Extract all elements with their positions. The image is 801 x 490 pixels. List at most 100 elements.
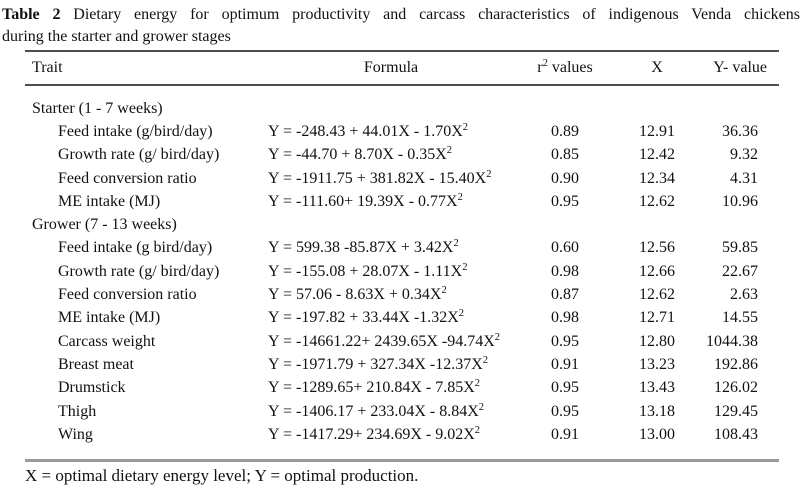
column-header-y: Y- value [706,51,779,86]
formula-superscript: 2 [462,261,468,273]
formula-cell: Y = -155.08 + 28.07X - 1.11X2 [260,260,522,283]
formula-cell: Y = -1911.75 + 381.82X - 15.40X2 [260,167,522,190]
r2-value-cell: 0.87 [551,286,579,304]
table-row: Feed conversion ratio Y = 57.06 - 8.63X … [25,283,779,306]
y-value-cell: 36.36 [722,122,758,140]
formula-cell: Y = 599.38 -85.87X + 3.42X2 [260,237,522,260]
x-value-cell: 13.23 [639,355,675,373]
trait-cell: Wing [58,425,93,443]
x-value-cell: 12.56 [639,239,675,257]
x-value-cell: 12.71 [639,309,675,327]
x-value-cell: 13.00 [639,425,675,443]
group-header-row: Starter (1 - 7 weeks) [25,97,779,120]
table-row: Wing Y = -1417.29+ 234.69X - 9.02X2 0.91… [25,423,779,446]
y-value-cell: 129.45 [714,402,758,420]
trait-cell: Breast meat [58,355,134,373]
table-header: Trait Formula r2 values X Y- value [25,51,779,86]
formula-text: Y = -44.70 + 8.70X - 0.35X [268,146,447,164]
table-row: Feed intake (g/bird/day) Y = -248.43 + 4… [25,120,779,143]
formula-cell: Y = -197.82 + 33.44X -1.32X2 [260,307,522,330]
r2-value-cell: 0.98 [551,262,579,280]
r2-superscript: 2 [542,58,548,69]
y-value-cell: 10.96 [722,192,758,210]
formula-superscript: 2 [462,121,469,133]
formula-text: Y = 57.06 - 8.63X + 0.34X [268,286,442,304]
formula-cell: Y = -248.43 + 44.01X - 1.70X2 [260,120,522,143]
column-header-trait: Trait [25,51,260,86]
x-value-cell [608,213,706,236]
r2-value-cell: 0.95 [551,192,579,210]
y-value-cell [706,213,779,236]
table-row: Carcass weight Y = -14661.22+ 2439.65X -… [25,330,779,353]
trait-cell: Starter (1 - 7 weeks) [32,99,163,117]
column-header-x: X [608,51,706,86]
caption-text: Dietary energy for optimum productivity … [60,6,801,23]
r2-value-cell: 0.91 [551,355,579,373]
formula-text: Y = -248.43 + 44.01X - 1.70X [268,122,463,140]
formula-cell: Y = -1406.17 + 233.04X - 8.84X2 [260,400,522,423]
formula-cell [260,97,522,120]
formula-superscript: 2 [458,308,465,320]
formula-text: Y = -111.60+ 19.39X - 0.77X [268,192,458,210]
x-value-cell: 12.66 [639,262,675,280]
r2-rest: values [547,59,593,76]
formula-text: Y = -155.08 + 28.07X - 1.11X [268,262,463,280]
x-value-cell: 12.42 [639,146,675,164]
trait-cell: Carcass weight [58,332,156,350]
formula-text: Y = 599.38 -85.87X + 3.42X [268,239,454,257]
formula-cell: Y = -1971.79 + 327.34X -12.37X2 [260,353,522,376]
r2-value-cell: 0.91 [551,425,579,443]
group-header-row: Grower (7 - 13 weeks) [25,213,779,236]
table-row: Breast meat Y = -1971.79 + 327.34X -12.3… [25,353,779,376]
r2-base: r [537,59,543,76]
y-value-cell: 22.67 [722,262,758,280]
trait-cell: Grower (7 - 13 weeks) [32,216,177,234]
formula-text: Y = -1911.75 + 381.82X - 15.40X [268,169,487,187]
r2-value-cell: 0.60 [551,239,579,257]
column-header-r2: r2 values [522,51,608,86]
formula-superscript: 2 [453,238,459,250]
formula-superscript: 2 [486,168,492,180]
formula-cell: Y = -14661.22+ 2439.65X -94.74X2 [260,330,522,353]
table-row: Drumstick Y = -1289.65+ 210.84X - 7.85X2… [25,377,779,400]
table-row: Feed conversion ratio Y = -1911.75 + 381… [25,167,779,190]
formula-superscript: 2 [478,401,485,413]
caption-line-2: during the starter and grower stages [2,28,231,45]
formula-cell: Y = -111.60+ 19.39X - 0.77X2 [260,190,522,213]
y-value-cell: 59.85 [722,239,758,257]
formula-superscript: 2 [482,354,489,366]
x-value-cell: 12.62 [639,192,675,210]
r2-value-cell: 0.95 [551,379,579,397]
formula-text: Y = -14661.22+ 2439.65X -94.74X [268,332,495,350]
formula-cell: Y = -44.70 + 8.70X - 0.35X2 [260,144,522,167]
table-row: ME intake (MJ) Y = -197.82 + 33.44X -1.3… [25,307,779,330]
x-value-cell: 13.43 [639,379,675,397]
r2-value-cell: 0.90 [551,169,579,187]
x-value-cell: 12.91 [639,122,675,140]
trait-cell: ME intake (MJ) [58,309,161,327]
y-value-cell: 2.63 [730,286,758,304]
formula-superscript: 2 [446,145,453,157]
trait-cell: Thigh [58,402,97,420]
formula-text: Y = -197.82 + 33.44X -1.32X [268,309,459,327]
trait-cell: Feed conversion ratio [58,286,197,304]
r2-value-cell: 0.98 [551,309,579,327]
table-row: Feed intake (g bird/day) Y = 599.38 -85.… [25,237,779,260]
r2-value-cell: 0.89 [551,122,579,140]
x-value-cell [608,97,706,120]
formula-cell [260,213,522,236]
trait-cell: Feed conversion ratio [58,169,197,187]
r2-value-cell [522,97,608,120]
trait-cell: Growth rate (g/ bird/day) [58,146,220,164]
x-value-cell: 12.62 [639,286,675,304]
formula-superscript: 2 [457,191,463,203]
formula-text: Y = -1417.29+ 234.69X - 9.02X [268,425,475,443]
column-header-formula: Formula [260,51,522,86]
table-row: Growth rate (g/ bird/day) Y = -44.70 + 8… [25,144,779,167]
formula-cell: Y = -1289.65+ 210.84X - 7.85X2 [260,377,522,400]
formula-superscript: 2 [494,331,501,343]
x-value-cell: 12.80 [639,332,675,350]
table-caption: Table 2 Dietary energy for optimum produ… [0,0,801,48]
formula-text: Y = -1289.65+ 210.84X - 7.85X [268,379,475,397]
